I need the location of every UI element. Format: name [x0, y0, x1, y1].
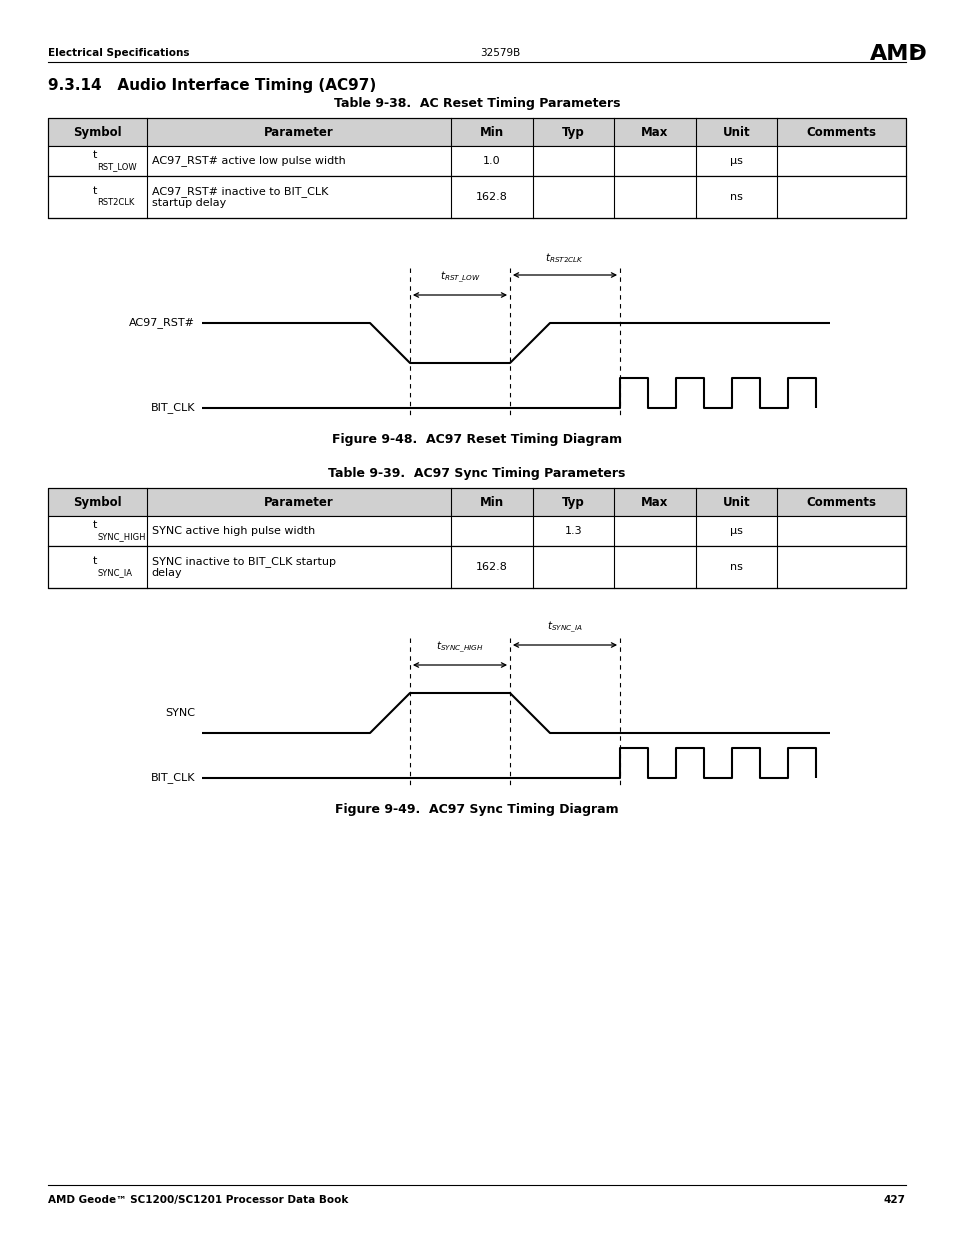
Text: $t_{RST2CLK}$: $t_{RST2CLK}$ [545, 251, 584, 266]
Text: SYNC inactive to BIT_CLK startup
delay: SYNC inactive to BIT_CLK startup delay [152, 556, 335, 578]
Text: Max: Max [640, 495, 668, 509]
Text: 1.0: 1.0 [483, 156, 500, 165]
Text: t: t [92, 556, 97, 566]
Bar [48, 516, 905, 546]
Text: Table 9-39.  AC97 Sync Timing Parameters: Table 9-39. AC97 Sync Timing Parameters [328, 467, 625, 480]
Text: t: t [92, 149, 97, 161]
Text: $t_{SYNC\_HIGH}$: $t_{SYNC\_HIGH}$ [436, 640, 483, 655]
Bar [48, 488, 905, 516]
Text: SYNC active high pulse width: SYNC active high pulse width [152, 526, 314, 536]
Text: AC97_RST# inactive to BIT_CLK
startup delay: AC97_RST# inactive to BIT_CLK startup de… [152, 185, 328, 209]
Text: Figure 9-49.  AC97 Sync Timing Diagram: Figure 9-49. AC97 Sync Timing Diagram [335, 803, 618, 816]
Text: ns: ns [729, 191, 742, 203]
Text: SYNC_HIGH: SYNC_HIGH [97, 532, 146, 541]
Text: AC97_RST# active low pulse width: AC97_RST# active low pulse width [152, 156, 345, 167]
Text: RST_LOW: RST_LOW [97, 162, 137, 170]
Text: Typ: Typ [561, 495, 584, 509]
Text: Electrical Specifications: Electrical Specifications [48, 48, 190, 58]
Text: RST2CLK: RST2CLK [97, 198, 134, 207]
Text: Symbol: Symbol [73, 126, 122, 138]
Text: AMD: AMD [869, 44, 926, 64]
Text: 162.8: 162.8 [476, 191, 507, 203]
Text: AMD Geode™ SC1200/SC1201 Processor Data Book: AMD Geode™ SC1200/SC1201 Processor Data … [48, 1195, 348, 1205]
Text: Max: Max [640, 126, 668, 138]
Text: Min: Min [479, 126, 503, 138]
Text: Unit: Unit [722, 126, 750, 138]
Text: 427: 427 [883, 1195, 905, 1205]
Text: Comments: Comments [806, 495, 876, 509]
Text: ►: ► [911, 44, 921, 57]
Text: 162.8: 162.8 [476, 562, 507, 572]
Text: µs: µs [729, 526, 742, 536]
Text: Parameter: Parameter [264, 495, 334, 509]
Text: BIT_CLK: BIT_CLK [151, 773, 194, 783]
Text: Parameter: Parameter [264, 126, 334, 138]
Text: t: t [92, 520, 97, 530]
Text: BIT_CLK: BIT_CLK [151, 403, 194, 414]
Text: t: t [92, 186, 97, 196]
Text: Min: Min [479, 495, 503, 509]
Text: Comments: Comments [806, 126, 876, 138]
Text: SYNC: SYNC [165, 708, 194, 718]
Text: ns: ns [729, 562, 742, 572]
Text: Symbol: Symbol [73, 495, 122, 509]
Text: 9.3.14   Audio Interface Timing (AC97): 9.3.14 Audio Interface Timing (AC97) [48, 78, 375, 93]
Text: Table 9-38.  AC Reset Timing Parameters: Table 9-38. AC Reset Timing Parameters [334, 98, 619, 110]
Text: Typ: Typ [561, 126, 584, 138]
Bar [48, 146, 905, 177]
Text: AC97_RST#: AC97_RST# [129, 317, 194, 329]
Bar [48, 119, 905, 219]
Text: 1.3: 1.3 [564, 526, 581, 536]
Bar [48, 488, 905, 588]
Text: $t_{RST\_LOW}$: $t_{RST\_LOW}$ [439, 269, 480, 285]
Text: Figure 9-48.  AC97 Reset Timing Diagram: Figure 9-48. AC97 Reset Timing Diagram [332, 433, 621, 446]
Text: SYNC_IA: SYNC_IA [97, 568, 132, 577]
Bar [48, 546, 905, 588]
Text: $t_{SYNC\_IA}$: $t_{SYNC\_IA}$ [546, 620, 582, 635]
Text: Unit: Unit [722, 495, 750, 509]
Bar [48, 177, 905, 219]
Text: 32579B: 32579B [479, 48, 519, 58]
Text: µs: µs [729, 156, 742, 165]
Bar [48, 119, 905, 146]
